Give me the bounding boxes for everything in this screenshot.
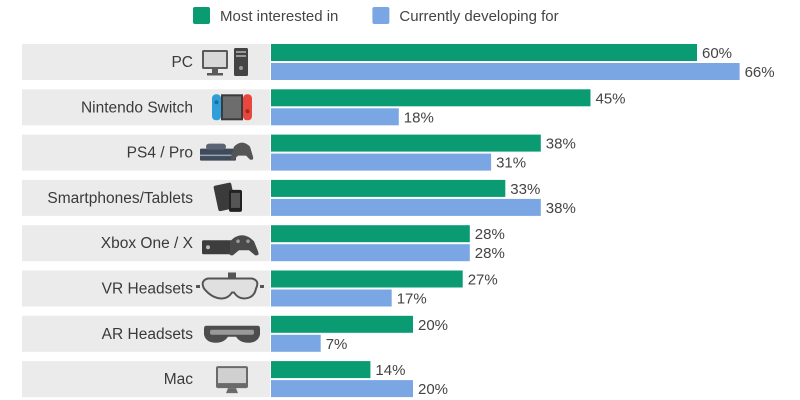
legend-label-2: Currently developing for xyxy=(399,8,558,25)
bar-currently-developing xyxy=(271,244,470,262)
category-row: VR Headsets 27% 17% xyxy=(22,270,498,308)
bar-most-interested xyxy=(271,134,541,152)
data-label: 18% xyxy=(404,109,434,126)
data-label: 38% xyxy=(546,136,576,153)
bar-most-interested xyxy=(271,179,506,197)
bar-currently-developing xyxy=(271,108,399,126)
bar-currently-developing xyxy=(271,289,392,307)
category-label: Mac xyxy=(164,371,194,388)
xbox-console-icon xyxy=(202,235,259,256)
data-label: 20% xyxy=(418,381,448,398)
category-label: AR Headsets xyxy=(102,326,194,343)
bar-currently-developing xyxy=(271,334,321,352)
bar-most-interested xyxy=(271,361,371,379)
bar-most-interested xyxy=(271,225,470,243)
category-row: AR Headsets 20% 7% xyxy=(22,315,448,353)
data-label: 33% xyxy=(510,181,540,198)
data-label: 27% xyxy=(468,272,498,289)
imac-icon xyxy=(216,366,248,394)
category-label-background xyxy=(22,44,270,80)
category-label: PC xyxy=(171,54,193,71)
data-label: 60% xyxy=(702,45,732,62)
data-label: 28% xyxy=(475,245,505,262)
data-label: 7% xyxy=(326,336,348,353)
data-label: 14% xyxy=(375,362,405,379)
category-row: PS4 / Pro 38% 31% xyxy=(22,134,576,172)
data-label: 28% xyxy=(475,226,505,243)
category-label: Nintendo Switch xyxy=(81,99,193,116)
playstation-console-icon xyxy=(200,142,254,161)
legend-swatch-1 xyxy=(193,7,210,24)
bar-currently-developing xyxy=(271,153,492,171)
bar-currently-developing xyxy=(271,198,541,216)
legend-label-1: Most interested in xyxy=(220,8,338,25)
bar-most-interested xyxy=(271,89,591,107)
category-label: Xbox One / X xyxy=(101,235,194,252)
category-row: Xbox One / X 28% 28% xyxy=(22,225,505,262)
data-label: 20% xyxy=(418,317,448,334)
bar-most-interested xyxy=(271,270,463,288)
bar-most-interested xyxy=(271,315,413,333)
category-row: Mac 14% 20% xyxy=(22,361,448,398)
bar-currently-developing xyxy=(271,63,740,80)
data-label: 17% xyxy=(397,291,427,308)
bar-most-interested xyxy=(271,44,697,61)
data-label: 31% xyxy=(496,155,526,172)
category-row: Nintendo Switch 45% 18% xyxy=(22,89,626,126)
category-label: VR Headsets xyxy=(102,281,194,298)
ar-headset-icon xyxy=(204,325,260,343)
category-row: Smartphones/Tablets 33% 38% xyxy=(22,179,576,217)
desktop-pc-icon xyxy=(202,48,248,76)
data-label: 45% xyxy=(596,90,626,107)
category-row: PC 60% 66% xyxy=(22,44,775,81)
data-label: 66% xyxy=(745,64,775,81)
category-label: PS4 / Pro xyxy=(127,145,193,162)
vr-headset-icon xyxy=(196,272,264,300)
category-label: Smartphones/Tablets xyxy=(47,190,193,207)
legend: Most interested in Currently developing f… xyxy=(193,7,559,25)
smartphone-tablet-icon xyxy=(213,182,242,212)
bar-currently-developing xyxy=(271,380,413,398)
data-label: 38% xyxy=(546,200,576,217)
legend-swatch-2 xyxy=(372,7,390,24)
nintendo-switch-icon xyxy=(212,94,252,121)
